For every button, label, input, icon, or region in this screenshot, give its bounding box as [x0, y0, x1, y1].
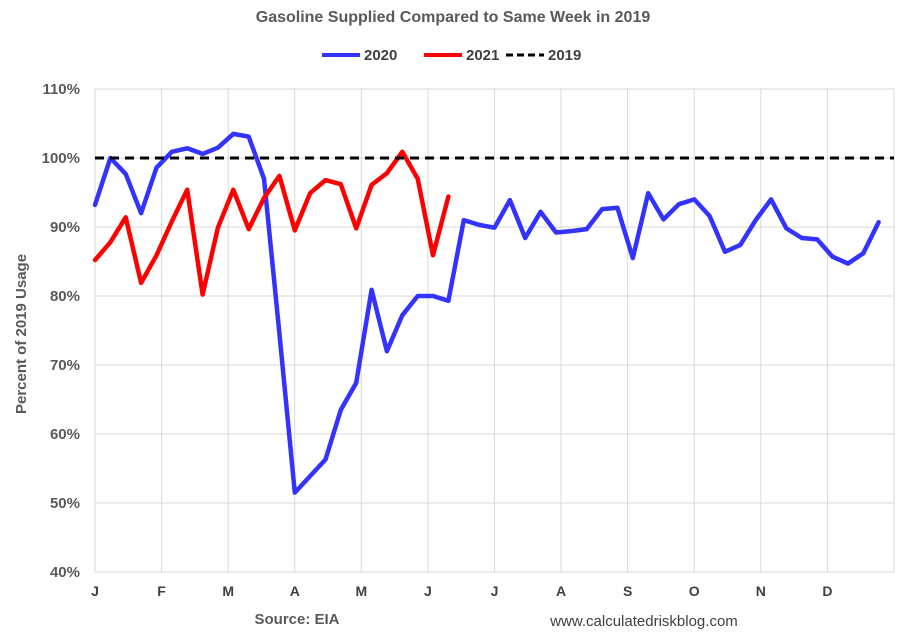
y-tick-label: 70%	[50, 357, 80, 374]
series-lines	[92, 131, 894, 495]
y-tick-label: 100%	[42, 150, 80, 167]
x-tick-label: J	[424, 583, 432, 599]
x-tick-label: N	[756, 583, 766, 599]
y-tick-label: 110%	[42, 81, 80, 98]
x-tick-label: D	[822, 583, 832, 599]
chart-legend: 2020 2021 2019	[322, 47, 581, 64]
x-tick-label: O	[689, 583, 700, 599]
series-2020-line	[92, 131, 881, 495]
y-tick-label: 60%	[50, 426, 80, 443]
x-tick-label: F	[157, 583, 166, 599]
x-tick-label: M	[355, 583, 367, 599]
gridlines	[94, 88, 895, 573]
x-tick-label: J	[491, 583, 499, 599]
legend-label-2020: 2020	[364, 47, 397, 64]
series-2021-line	[92, 149, 451, 297]
x-tick-label: M	[222, 583, 234, 599]
chart-title: Gasoline Supplied Compared to Same Week …	[256, 9, 651, 26]
source-note: Source: EIA	[254, 611, 339, 628]
legend-label-2019: 2019	[548, 47, 581, 64]
y-axis-ticks: 40% 50% 60% 70% 80% 90% 100% 110%	[42, 81, 80, 581]
y-tick-label: 40%	[50, 564, 80, 581]
x-tick-label: S	[623, 583, 632, 599]
website-credit: www.calculatedriskblog.com	[549, 613, 738, 630]
x-tick-label: J	[91, 583, 99, 599]
y-tick-label: 90%	[50, 219, 80, 236]
y-tick-label: 50%	[50, 495, 80, 512]
y-tick-label: 80%	[50, 288, 80, 305]
x-tick-label: A	[290, 583, 300, 599]
y-axis-title: Percent of 2019 Usage	[13, 254, 30, 414]
legend-label-2021: 2021	[466, 47, 499, 64]
x-tick-label: A	[556, 583, 566, 599]
